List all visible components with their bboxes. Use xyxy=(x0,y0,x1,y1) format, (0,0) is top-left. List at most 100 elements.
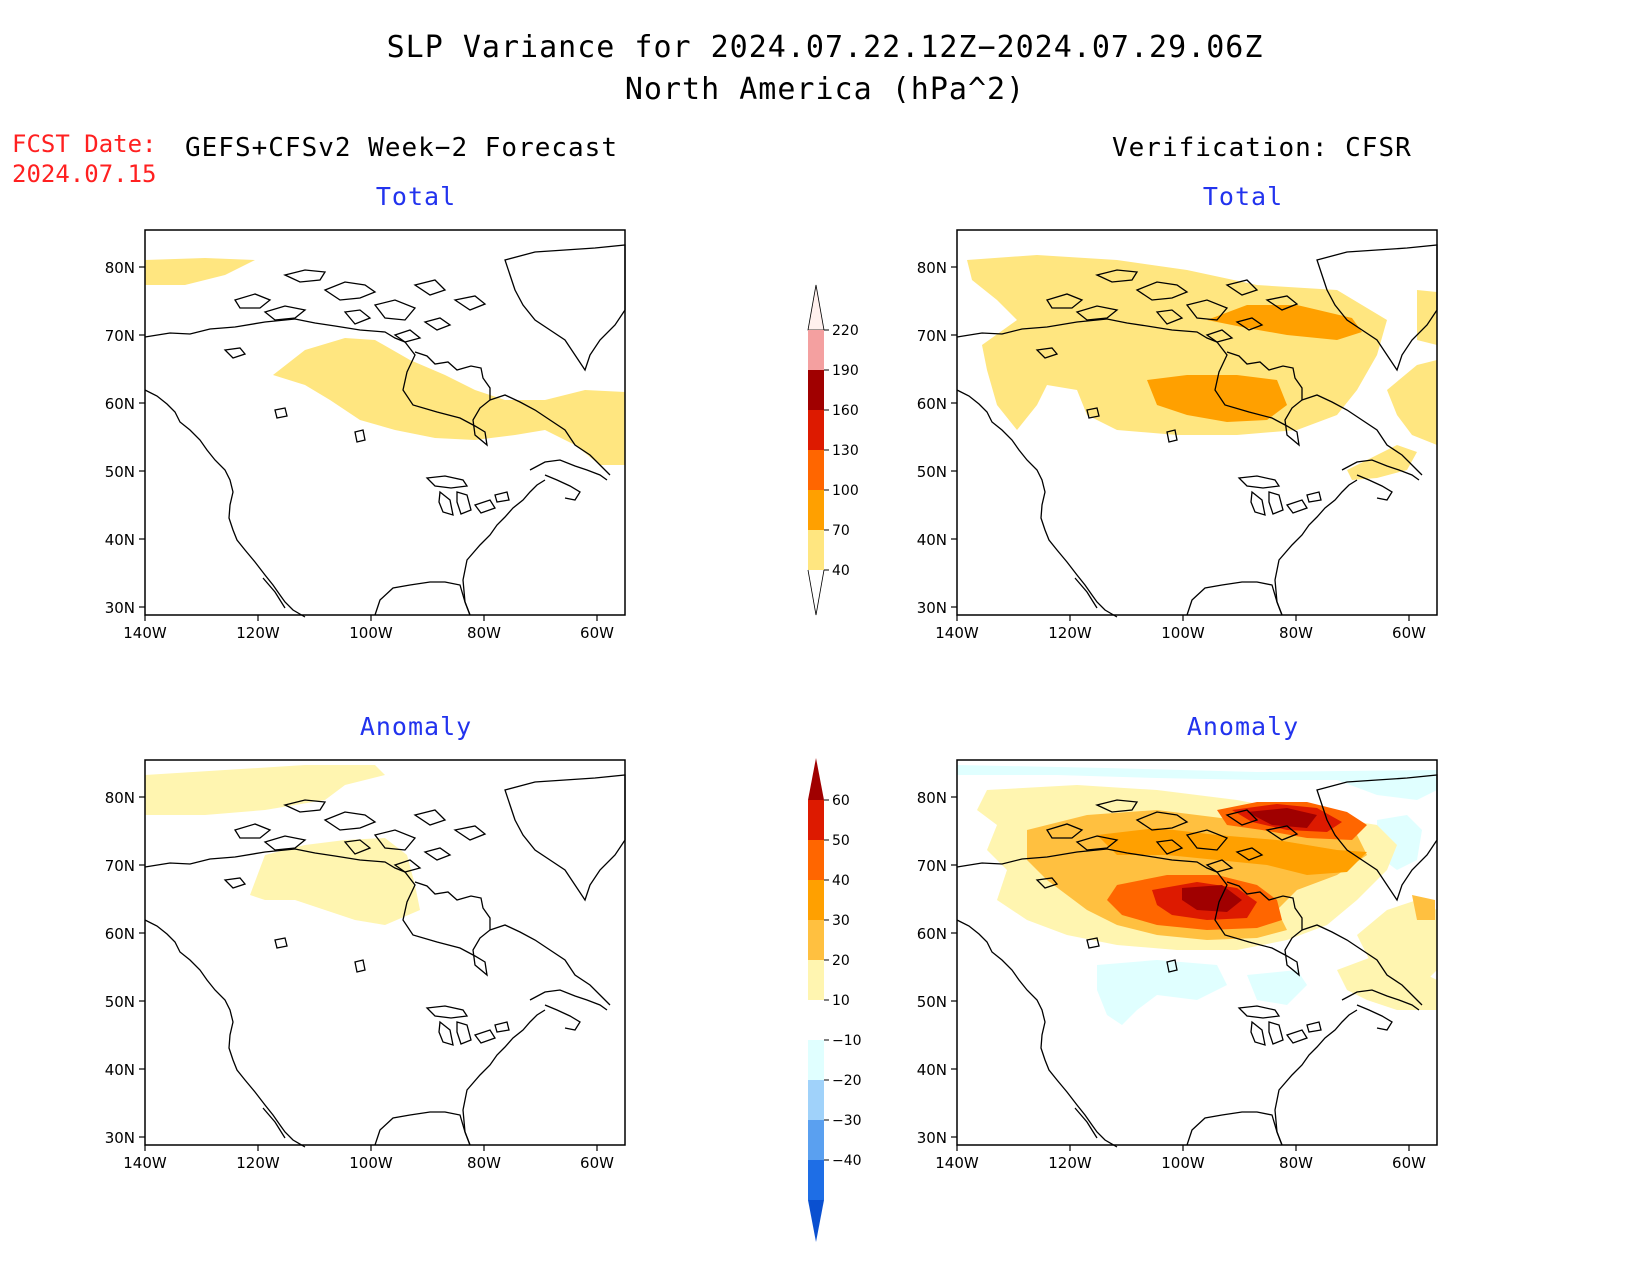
anomaly-shading xyxy=(1097,960,1227,1025)
panel-title-verification-anomaly: Anomaly xyxy=(1186,712,1300,741)
lon-label: 120W xyxy=(236,1154,280,1172)
colorbar-label: 70 xyxy=(832,523,850,539)
colorbar-label: 30 xyxy=(832,913,850,929)
anomaly-shading xyxy=(1247,808,1317,828)
colorbar-swatch xyxy=(808,450,824,490)
lon-label: 100W xyxy=(1161,624,1205,642)
colorbar-swatch xyxy=(808,410,824,450)
anomaly-shading xyxy=(1247,970,1307,1005)
panel-title-forecast-anomaly: Anomaly xyxy=(359,712,473,741)
axes-verification-anomaly: 80N 70N 60N 50N 40N 30N 140W 120W 100W 80W 60W xyxy=(917,789,1426,1172)
lat-label: 80N xyxy=(917,789,947,807)
variance-shading xyxy=(1417,290,1437,345)
variance-shading xyxy=(273,338,625,465)
colorbar-label: 40 xyxy=(832,873,850,889)
lat-label: 30N xyxy=(105,1129,135,1147)
lat-label: 80N xyxy=(917,259,947,277)
variance-shading xyxy=(1387,360,1437,445)
lat-label: 40N xyxy=(105,531,135,549)
colorbar-label: 160 xyxy=(832,403,859,419)
anomaly-shading xyxy=(1337,955,1437,1010)
lat-label: 40N xyxy=(917,531,947,549)
colorbar-label: −30 xyxy=(832,1113,862,1129)
lat-label: 30N xyxy=(105,599,135,617)
colorbar-label: −10 xyxy=(832,1033,862,1049)
colorbar-label: 190 xyxy=(832,363,859,379)
lon-label: 120W xyxy=(236,624,280,642)
lat-label: 60N xyxy=(917,395,947,413)
colorbar-label: 100 xyxy=(832,483,859,499)
lon-label: 140W xyxy=(123,624,167,642)
colorbar-swatch xyxy=(808,490,824,530)
variance-shading xyxy=(1147,375,1287,422)
colorbar-top-arrow xyxy=(807,284,825,331)
axes-forecast-anomaly: 80N 70N 60N 50N 40N 30N 140W 120W 100W 80W 60W xyxy=(105,789,614,1172)
colorbar-anomaly: 60 50 40 30 20 10 −10 −20 −30 −40 xyxy=(808,758,862,1242)
lat-label: 50N xyxy=(917,993,947,1011)
colorbar-swatch xyxy=(808,1120,824,1160)
main-subtitle: North America (hPa^2) xyxy=(624,72,1026,107)
colorbar-label: 10 xyxy=(832,993,850,1009)
colorbar-label: 130 xyxy=(832,443,859,459)
fcst-date-value: 2024.07.15 xyxy=(12,160,157,188)
axes-forecast-total: 80N 70N 60N 50N 40N 30N 140W 120W 100W 80W 60W xyxy=(105,259,614,642)
lon-label: 100W xyxy=(349,624,393,642)
colorbar-swatch xyxy=(808,800,824,840)
lat-label: 70N xyxy=(917,327,947,345)
lon-label: 60W xyxy=(580,1154,614,1172)
variance-shading xyxy=(967,255,1387,435)
colorbar-label: 50 xyxy=(832,833,850,849)
lat-label: 40N xyxy=(917,1061,947,1079)
lat-label: 80N xyxy=(105,259,135,277)
lat-label: 70N xyxy=(105,857,135,875)
colorbar-label: 60 xyxy=(832,793,850,809)
panel-title-verification-total: Total xyxy=(1202,182,1284,211)
lon-label: 140W xyxy=(935,1154,979,1172)
lat-label: 60N xyxy=(105,395,135,413)
anomaly-shading xyxy=(250,838,420,925)
lon-label: 60W xyxy=(1392,624,1426,642)
anomaly-shading xyxy=(957,765,1437,800)
colorbar-label: −40 xyxy=(832,1153,862,1169)
colorbar-swatch xyxy=(808,330,824,370)
anomaly-shading xyxy=(1412,895,1435,920)
lon-label: 60W xyxy=(1392,1154,1426,1172)
main-title: SLP Variance for 2024.07.22.12Z−2024.07.… xyxy=(386,30,1264,65)
variance-shading xyxy=(145,258,255,285)
colorbar-bottom-arrow xyxy=(808,1200,824,1242)
lon-label: 80W xyxy=(467,1154,501,1172)
lon-label: 80W xyxy=(1279,1154,1313,1172)
lat-label: 50N xyxy=(105,993,135,1011)
colorbar-swatch xyxy=(808,840,824,880)
panel-title-forecast-total: Total xyxy=(375,182,457,211)
axes-verification-total: 80N 70N 60N 50N 40N 30N 140W 120W 100W 80W 60W xyxy=(917,259,1426,642)
lat-label: 60N xyxy=(105,925,135,943)
colorbar-swatch xyxy=(808,1040,824,1080)
colorbar-total: 220 190 160 130 100 70 40 xyxy=(807,284,859,616)
colorbar-swatch xyxy=(808,1000,824,1040)
lon-label: 80W xyxy=(467,624,501,642)
lon-label: 100W xyxy=(349,1154,393,1172)
map-forecast-anomaly xyxy=(144,759,626,1148)
colorbar-label: 220 xyxy=(832,323,859,339)
lat-label: 70N xyxy=(917,857,947,875)
colorbar-bottom-arrow xyxy=(807,569,825,616)
forecast-column-header: GEFS+CFSv2 Week−2 Forecast xyxy=(185,133,618,163)
lat-label: 60N xyxy=(917,925,947,943)
lon-label: 120W xyxy=(1048,1154,1092,1172)
colorbar-swatch xyxy=(808,1080,824,1120)
lat-label: 30N xyxy=(917,1129,947,1147)
lat-label: 50N xyxy=(105,463,135,481)
lon-label: 100W xyxy=(1161,1154,1205,1172)
lat-label: 50N xyxy=(917,463,947,481)
anomaly-shading xyxy=(1182,885,1242,912)
colorbar-swatch xyxy=(808,880,824,920)
anomaly-shading xyxy=(145,765,385,815)
lat-label: 40N xyxy=(105,1061,135,1079)
lon-label: 60W xyxy=(580,624,614,642)
colorbar-swatch xyxy=(808,920,824,960)
colorbar-label: 20 xyxy=(832,953,850,969)
colorbar-label: 40 xyxy=(832,563,850,579)
lat-label: 30N xyxy=(917,599,947,617)
